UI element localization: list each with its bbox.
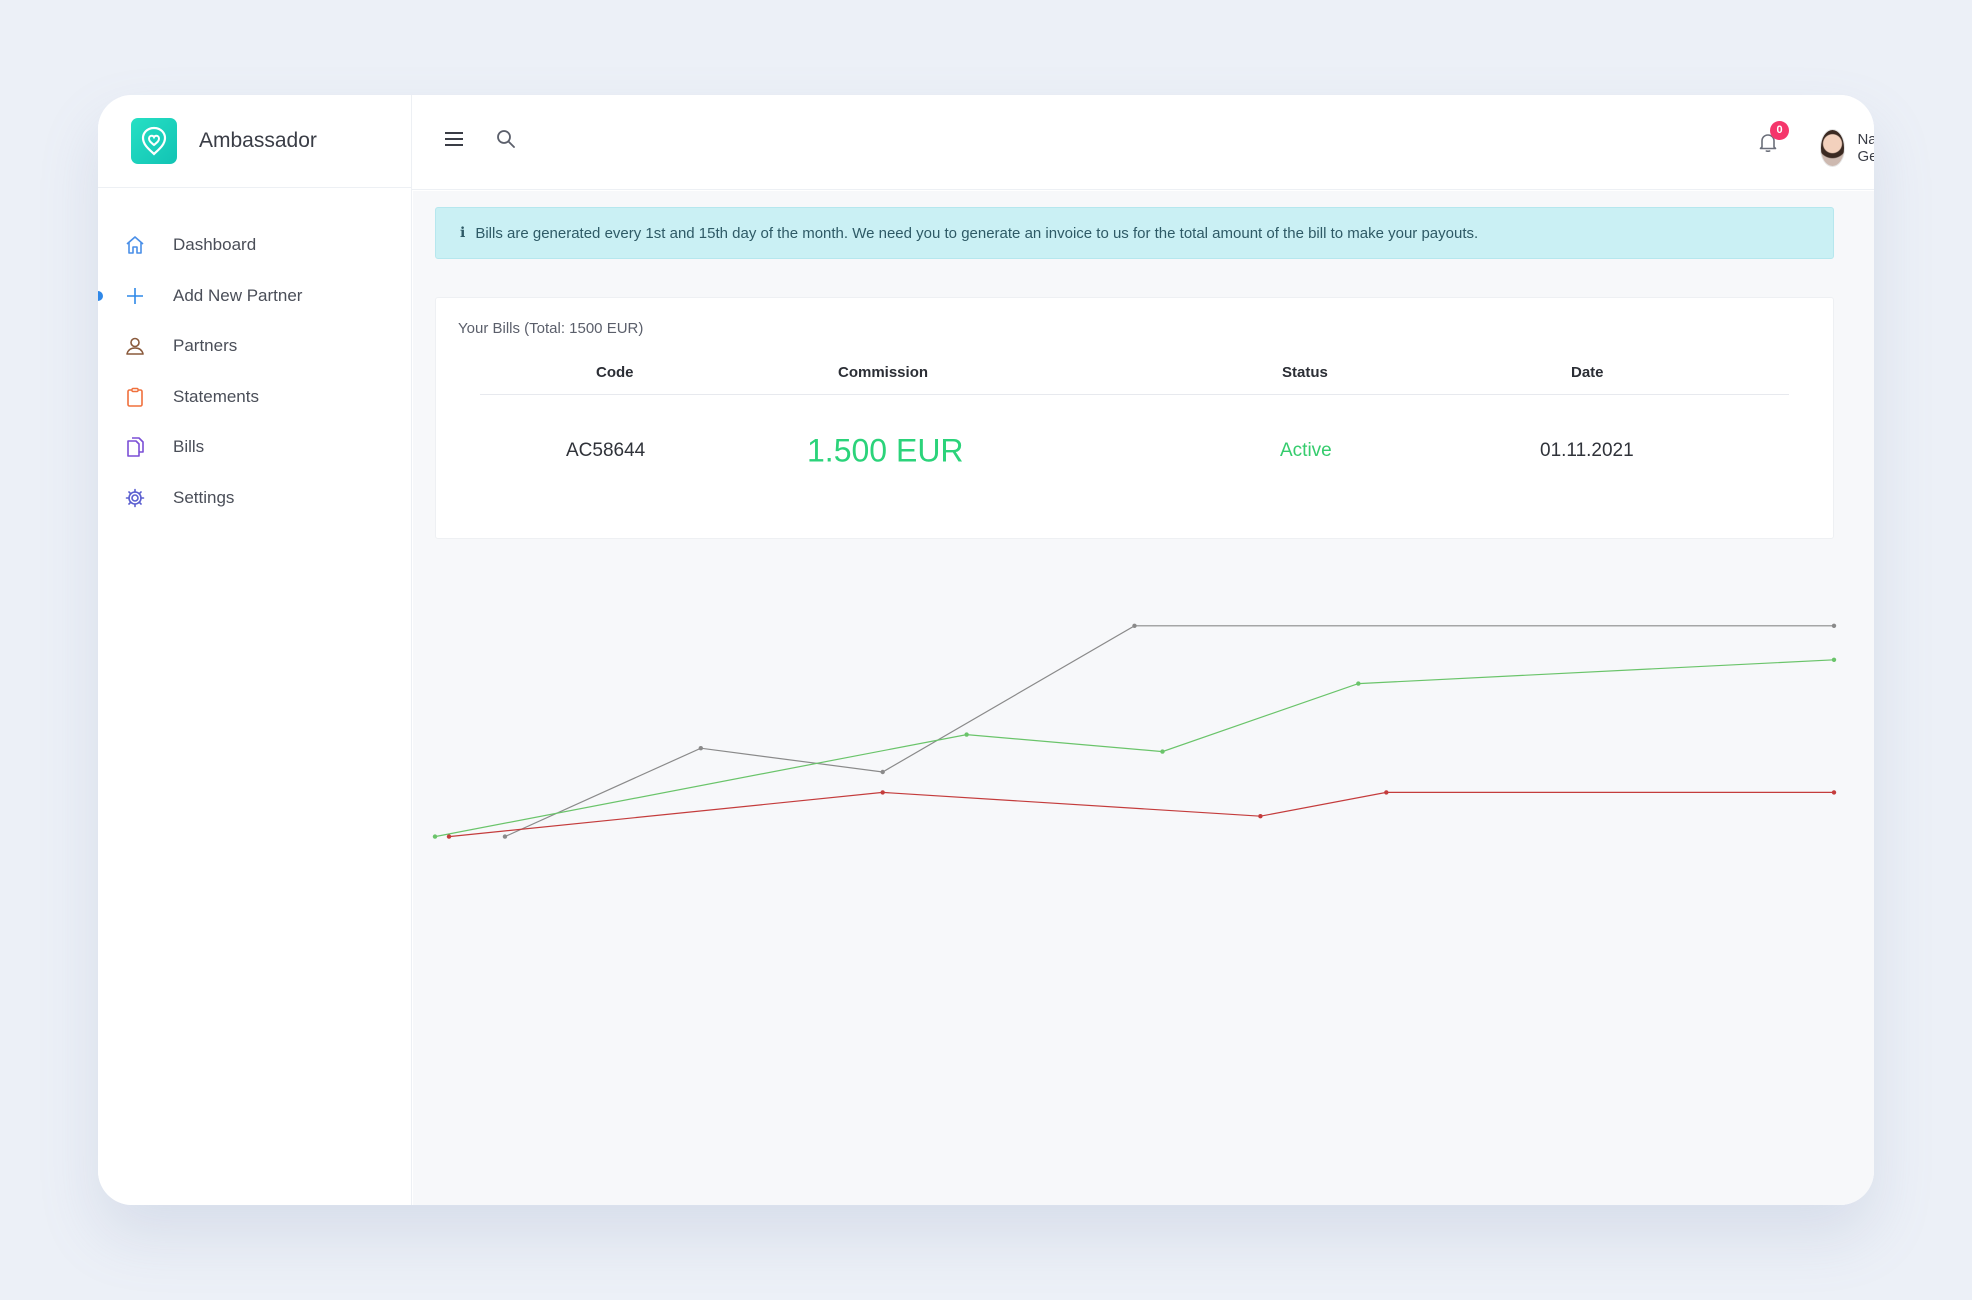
series-0-point-4[interactable] (1831, 623, 1837, 628)
series-0-point-0[interactable] (502, 834, 508, 839)
plus-icon (123, 284, 147, 308)
brand[interactable]: Ambassador (98, 95, 411, 188)
series-0-point-3[interactable] (1132, 623, 1137, 628)
bills-card: Your Bills (Total: 1500 EUR) Code Commis… (435, 297, 1834, 539)
sidebar-nav: Dashboard Add New Partner Partners State… (98, 220, 411, 523)
clipboard-icon (123, 385, 147, 409)
bell-icon (1757, 134, 1779, 157)
series-line-0 (504, 625, 1834, 838)
series-1-point-4[interactable] (1831, 657, 1837, 662)
column-header-status: Status (1282, 364, 1328, 381)
search-button[interactable] (494, 129, 518, 153)
sidebar-item-label: Partners (173, 336, 238, 356)
heart-shield-icon (131, 118, 177, 164)
column-header-commission: Commission (838, 364, 929, 381)
sidebar-item-settings[interactable]: Settings (98, 473, 411, 524)
bill-commission: 1.500 EUR (807, 432, 964, 469)
series-line-1 (434, 659, 1835, 838)
sidebar: Ambassador Dashboard Add New Partner Par… (98, 95, 412, 1205)
hamburger-icon (444, 131, 464, 152)
app-window: Ambassador Dashboard Add New Partner Par… (98, 95, 1874, 1205)
sidebar-item-label: Settings (173, 487, 235, 507)
series-2-point-4[interactable] (1831, 790, 1837, 795)
sidebar-item-label: Statements (173, 386, 259, 406)
series-2-point-0[interactable] (446, 834, 452, 839)
sidebar-item-partners[interactable]: Partners (98, 321, 411, 372)
sidebar-item-label: Add New Partner (173, 285, 303, 305)
column-header-code: Code (596, 364, 634, 381)
search-icon (496, 129, 516, 154)
series-0-point-1[interactable] (698, 746, 704, 751)
series-0-point-2[interactable] (880, 769, 885, 775)
sidebar-item-bills[interactable]: Bills (98, 422, 411, 473)
series-2-point-1[interactable] (880, 790, 885, 795)
series-1-point-1[interactable] (964, 732, 969, 737)
card-title: Your Bills (Total: 1500 EUR) (458, 320, 644, 337)
info-icon: ℹ (460, 225, 466, 241)
sidebar-item-add-new-partner[interactable]: Add New Partner (98, 271, 411, 322)
avatar (1820, 129, 1846, 167)
home-icon (123, 233, 147, 257)
user-name: Nazlı Genç (1857, 131, 1874, 165)
series-1-point-0[interactable] (432, 834, 438, 839)
documents-icon (123, 435, 147, 459)
table-header-divider (480, 394, 1789, 395)
series-2-point-2[interactable] (1258, 814, 1263, 819)
sidebar-item-statements[interactable]: Statements (98, 372, 411, 423)
sidebar-item-dashboard[interactable]: Dashboard (98, 220, 411, 271)
user-menu[interactable]: Nazlı Genç (1820, 129, 1874, 167)
bill-date: 01.11.2021 (1540, 440, 1634, 461)
bill-code: AC58644 (566, 440, 646, 461)
sidebar-item-label: Dashboard (173, 235, 257, 255)
notifications-button[interactable]: 0 (1757, 121, 1789, 157)
brand-name: Ambassador (199, 129, 317, 152)
alert-text: Bills are generated every 1st and 15th d… (475, 224, 1479, 242)
bill-status: Active (1280, 440, 1332, 461)
menu-toggle-button[interactable] (442, 129, 466, 153)
user-icon (123, 334, 147, 358)
main-content: ℹ Bills are generated every 1st and 15th… (413, 191, 1874, 1205)
series-1-point-2[interactable] (1160, 749, 1165, 754)
top-header: 0 Nazlı Genç (412, 95, 1874, 190)
gear-icon (123, 486, 147, 510)
series-line-2 (448, 791, 1834, 838)
column-header-date: Date (1571, 364, 1604, 381)
series-2-point-3[interactable] (1384, 790, 1389, 795)
commission-line-chart (432, 623, 1837, 839)
series-1-point-3[interactable] (1356, 681, 1361, 686)
info-alert: ℹ Bills are generated every 1st and 15th… (435, 207, 1834, 259)
sidebar-item-label: Bills (173, 437, 205, 457)
notification-count-badge: 0 (1770, 121, 1789, 140)
